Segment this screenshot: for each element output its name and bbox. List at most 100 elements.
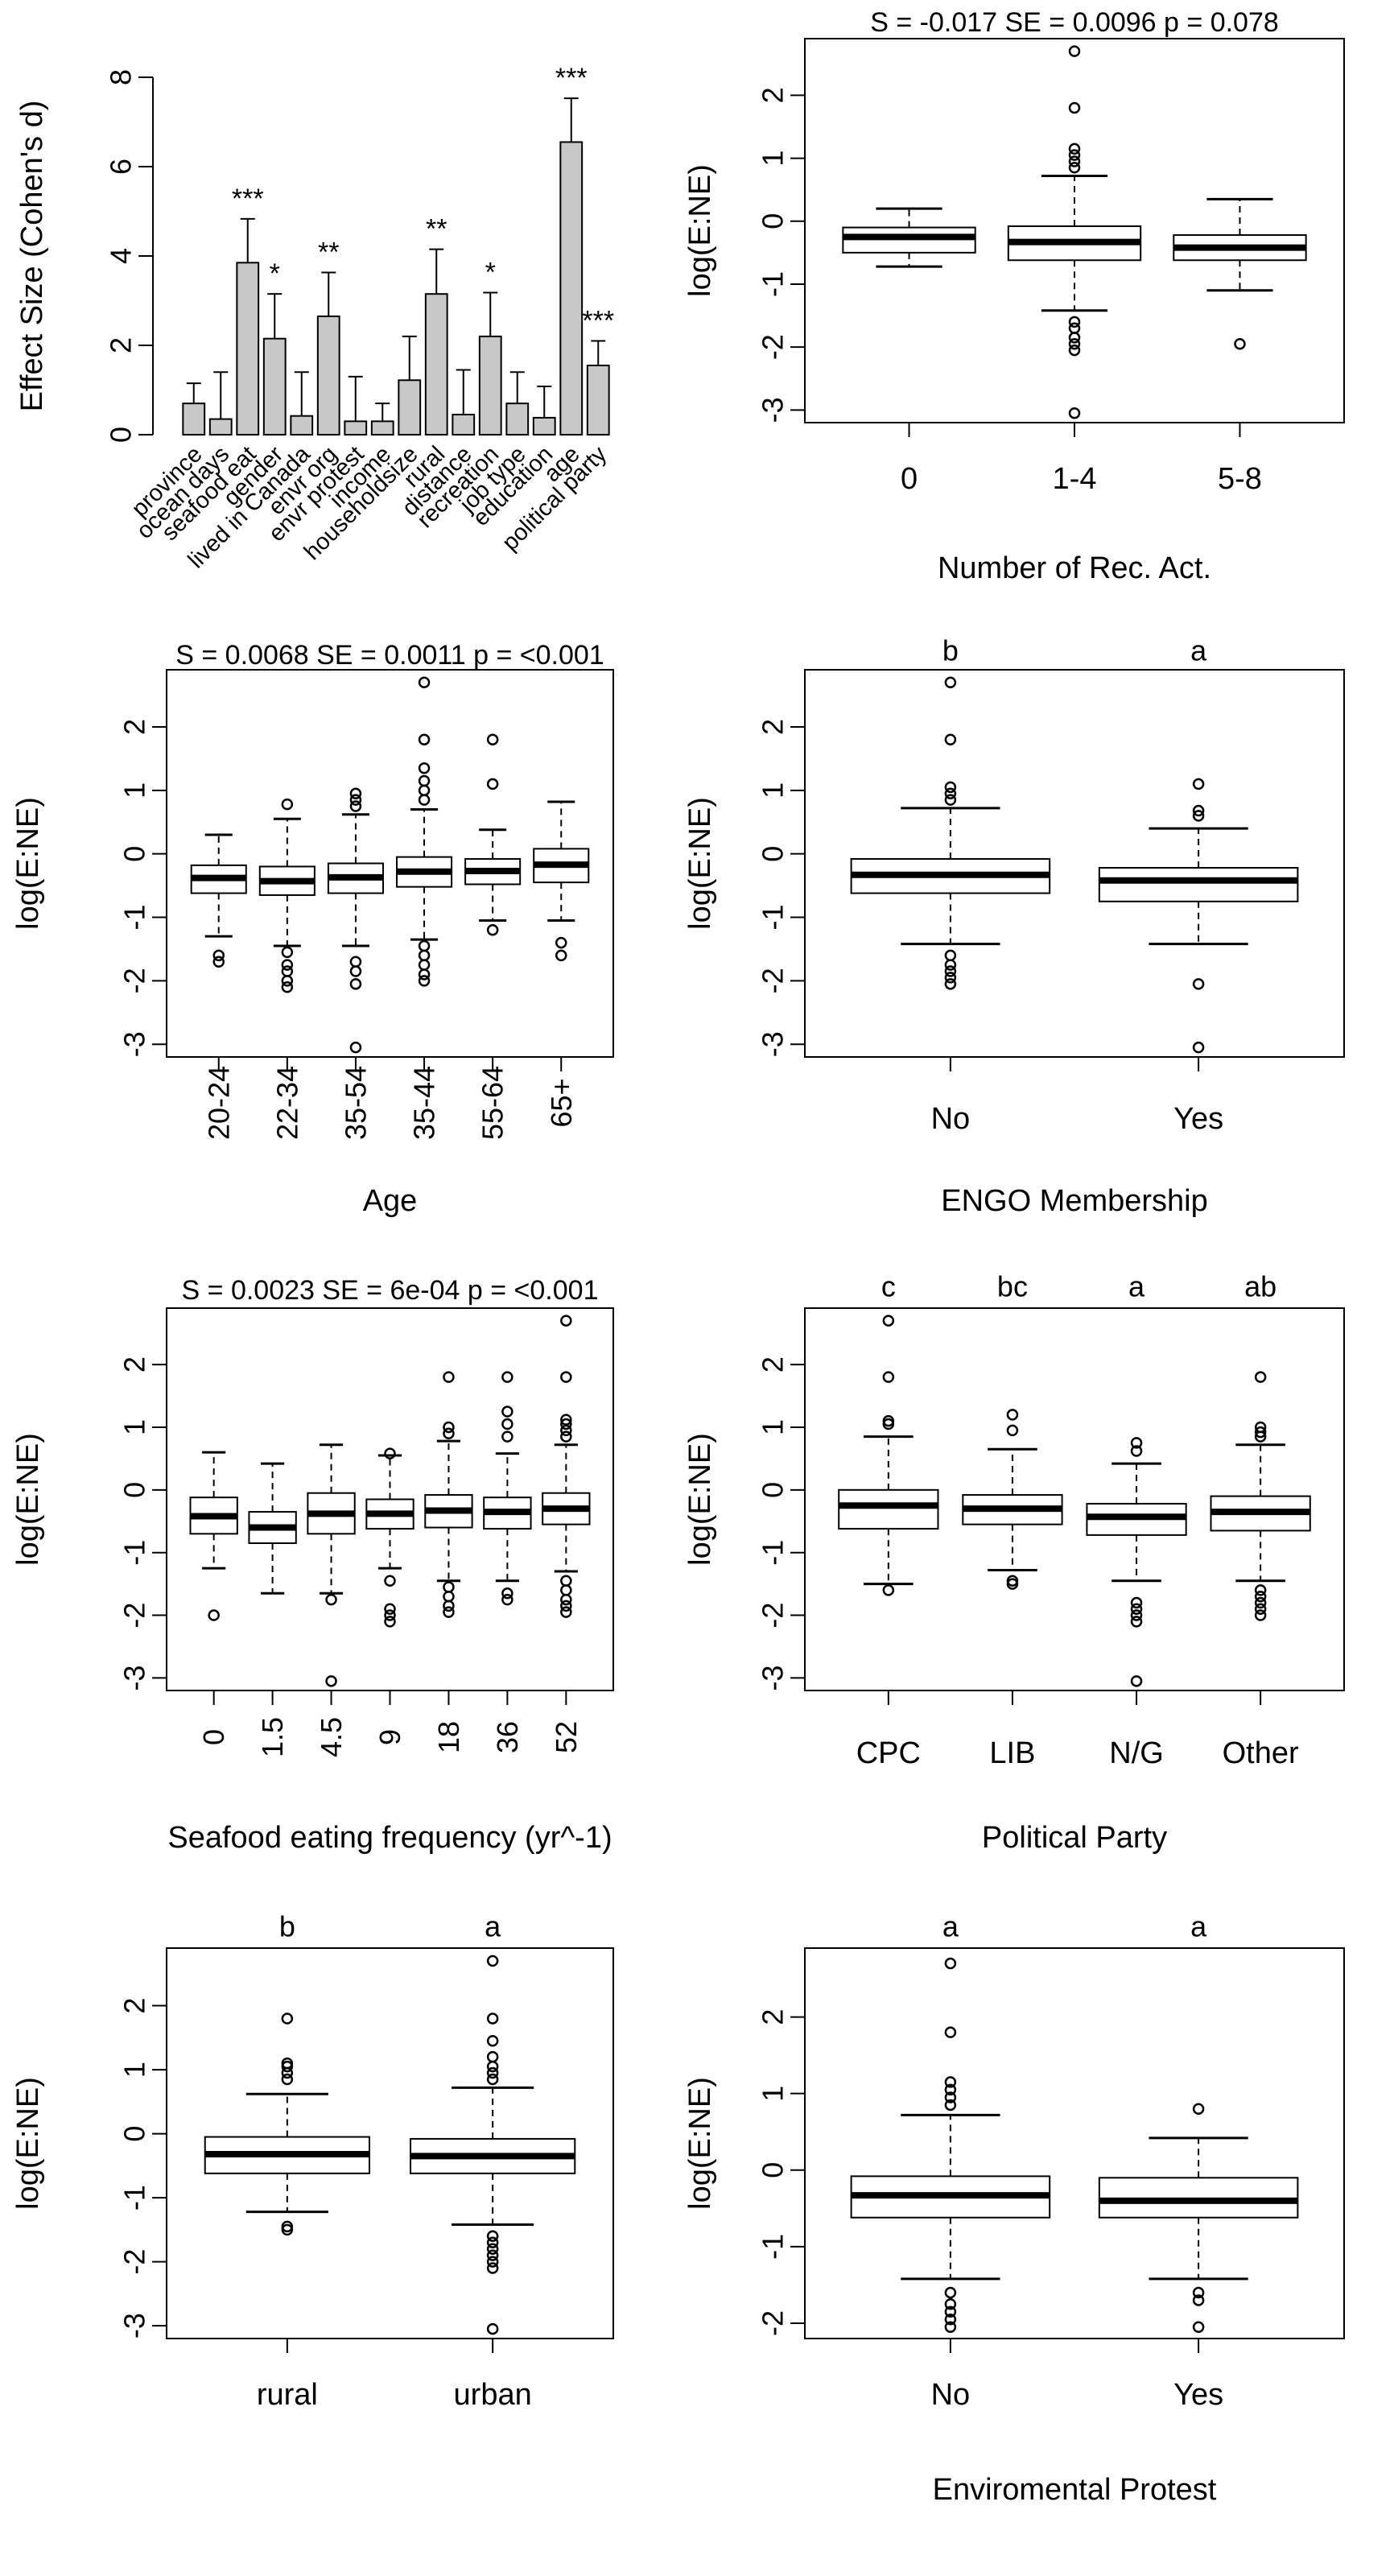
bar <box>398 379 422 436</box>
boxplot-panel: 2 1 0 -1 -2 -3 log(E:NE) Political Party CPC c LIB… <box>683 1270 1345 1855</box>
outlier-point <box>486 2243 499 2255</box>
outlier-point <box>418 774 431 787</box>
outlier-point <box>384 1575 396 1587</box>
outlier-point <box>1192 2103 1205 2115</box>
outlier-point <box>1192 778 1205 791</box>
outlier-point <box>944 2091 957 2103</box>
outlier-point <box>281 2220 294 2233</box>
y-tick-label: 1 <box>757 2086 790 2102</box>
y-axis-title: log(E:NE) <box>683 164 717 297</box>
y-tick-label: 0 <box>118 1482 151 1498</box>
y-tick-label: -3 <box>118 2313 151 2339</box>
outlier-point <box>944 965 957 977</box>
significance-marker: *** <box>555 63 588 93</box>
outlier-point <box>208 1609 220 1621</box>
outlier-point <box>1254 1371 1267 1383</box>
outlier-point <box>349 965 362 977</box>
x-axis-title: Political Party <box>982 1821 1167 1855</box>
x-tick-label: 0 <box>901 462 918 496</box>
x-tick-label: 35-44 <box>408 1066 441 1140</box>
outlier-point <box>1068 142 1081 155</box>
group-letter: b <box>279 1910 295 1943</box>
outlier-point <box>349 800 362 812</box>
outlier-point <box>944 2313 957 2326</box>
outlier-point <box>486 2322 499 2335</box>
boxplot-panel: 2 1 0 -1 -2 -3 log(E:NE) S = 0.0023 SE = 6e-04 … <box>11 1275 614 1855</box>
outlier-point <box>486 2073 499 2086</box>
outlier-point <box>486 2236 499 2248</box>
x-axis-title: Seafood eating frequency (yr^-1) <box>167 1821 612 1855</box>
outlier-point <box>384 1603 396 1616</box>
outlier-point <box>486 778 499 791</box>
outlier-point <box>1068 407 1081 419</box>
y-tick-label: 0 <box>757 2162 790 2178</box>
outlier-point <box>555 949 567 962</box>
bar <box>452 414 476 436</box>
boxplot-panel: 2 1 0 -1 -2 -3 log(E:NE) rural b urban a <box>11 1910 614 2412</box>
bar <box>290 415 314 436</box>
outlier-point <box>944 949 957 962</box>
y-tick-label: 2 <box>757 719 790 735</box>
outlier-point <box>944 794 957 806</box>
outlier-point <box>1254 1590 1267 1603</box>
outlier-point <box>486 2060 499 2073</box>
outlier-point <box>1254 1584 1267 1596</box>
outlier-point <box>325 1675 337 1687</box>
y-tick-label: 2 <box>757 2009 790 2025</box>
outlier-point <box>418 959 431 971</box>
outlier-point <box>1068 149 1081 161</box>
x-tick-label: 18 <box>432 1721 465 1753</box>
outlier-point <box>418 762 431 774</box>
y-tick-label: 2 <box>118 719 151 735</box>
y-tick-label: -1 <box>118 905 151 931</box>
boxplot-panel: 2 1 0 -1 -2 -3 log(E:NE) S = -0.017 SE = 0.0096… <box>683 7 1345 585</box>
outlier-point <box>349 794 362 806</box>
outlier-point <box>486 1955 499 1967</box>
outlier-point <box>212 956 225 968</box>
outlier-point <box>501 1371 513 1383</box>
x-tick-label: Other <box>1223 1736 1299 1770</box>
bar <box>424 293 448 436</box>
y-axis-title: Effect Size (Cohen's d) <box>15 101 49 412</box>
group-letter: a <box>1128 1270 1145 1303</box>
significance-marker: * <box>270 258 280 289</box>
y-axis-title: log(E:NE) <box>683 1433 717 1566</box>
outlier-point <box>349 956 362 968</box>
y-tick-label: 0 <box>118 846 151 862</box>
y-tick-label: 8 <box>105 69 138 85</box>
outlier-point <box>281 965 294 977</box>
boxplot-panel: 2 1 0 -1 -2 -3 log(E:NE) ENGO Membership No b Yes a <box>683 634 1345 1218</box>
stats-title: S = 0.0023 SE = 6e-04 p = <0.001 <box>182 1275 599 1306</box>
outlier-point <box>1068 45 1081 57</box>
y-tick-label: -2 <box>118 1603 151 1629</box>
bar <box>559 141 584 436</box>
outlier-point <box>560 1600 572 1612</box>
boxplot-panel: 2 1 0 -1 -2 -3 log(E:NE) S = 0.0068 SE = 0.0011… <box>11 640 614 1218</box>
outlier-point <box>560 1371 572 1383</box>
outlier-point <box>944 2321 957 2333</box>
outlier-point <box>560 1593 572 1606</box>
y-tick-label: -3 <box>118 1031 151 1057</box>
group-letter: ab <box>1244 1270 1276 1303</box>
outlier-point <box>1254 1609 1267 1621</box>
outlier-point <box>501 1430 513 1443</box>
outlier-point <box>944 978 957 990</box>
outlier-point <box>212 949 225 962</box>
stats-title: S = -0.017 SE = 0.0096 p = 0.078 <box>870 7 1279 38</box>
outlier-point <box>882 1315 895 1327</box>
outlier-point <box>486 2035 499 2047</box>
outlier-point <box>1130 1437 1143 1449</box>
outlier-point <box>560 1606 572 1618</box>
outlier-point <box>281 946 294 959</box>
outlier-point <box>1254 1421 1267 1434</box>
x-tick-label: 55-64 <box>476 1066 509 1140</box>
outlier-point <box>486 2050 499 2063</box>
y-tick-label: 6 <box>105 159 138 175</box>
plot-frame <box>804 1947 1345 2339</box>
bar <box>478 335 502 436</box>
outlier-point <box>1192 2286 1205 2299</box>
y-tick-label: -1 <box>757 2234 790 2260</box>
outlier-point <box>1068 162 1081 174</box>
